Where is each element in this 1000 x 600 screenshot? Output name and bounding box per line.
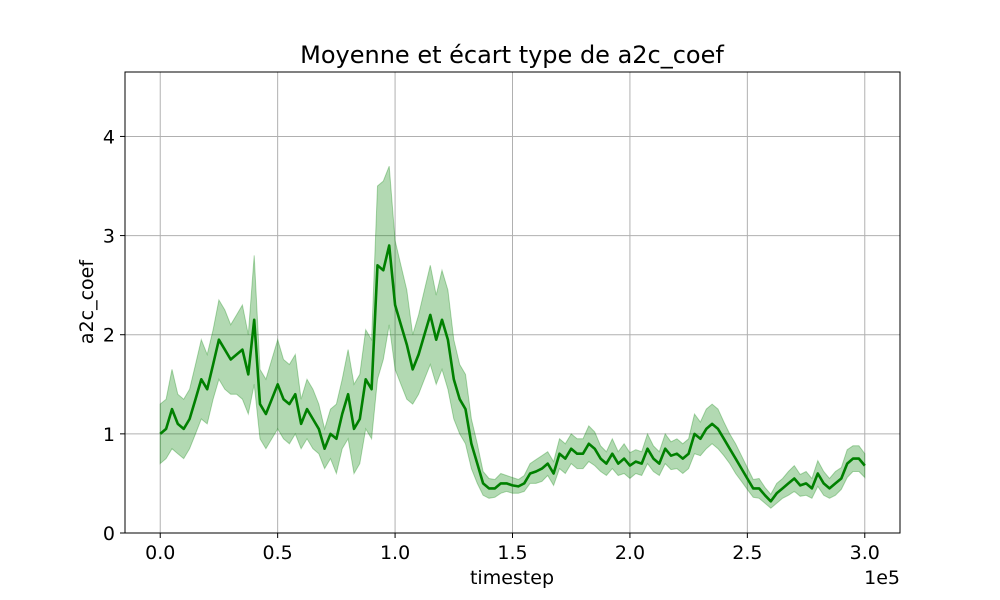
x-tick-label: 2.0 [615,542,645,564]
x-tick-label: 1.0 [380,542,410,564]
x-axis-label: timestep [470,567,554,589]
x-axis: 0.0 0.5 1.0 1.5 2.0 2.5 3.0 [145,533,880,564]
y-axis: 0 1 2 3 4 [103,126,125,545]
x-axis-offset-text: 1e5 [864,567,900,589]
std-band [159,166,866,509]
y-tick-label: 2 [103,325,115,347]
mean-line-layer [159,244,866,503]
y-tick-label: 0 [103,523,115,545]
x-tick-label: 1.5 [497,542,527,564]
x-tick-label: 0.5 [263,542,293,564]
grid [125,72,900,534]
y-tick-label: 3 [103,226,115,248]
y-axis-label: a2c_coef [76,259,98,344]
std-band-layer [159,166,866,509]
y-tick-label: 4 [103,126,115,148]
x-tick-label: 3.0 [850,542,880,564]
x-tick-label: 0.0 [145,542,175,564]
y-tick-label: 1 [103,424,115,446]
mean-line [159,244,866,503]
x-tick-label: 2.5 [732,542,762,564]
chart-title: Moyenne et écart type de a2c_coef [300,41,724,69]
